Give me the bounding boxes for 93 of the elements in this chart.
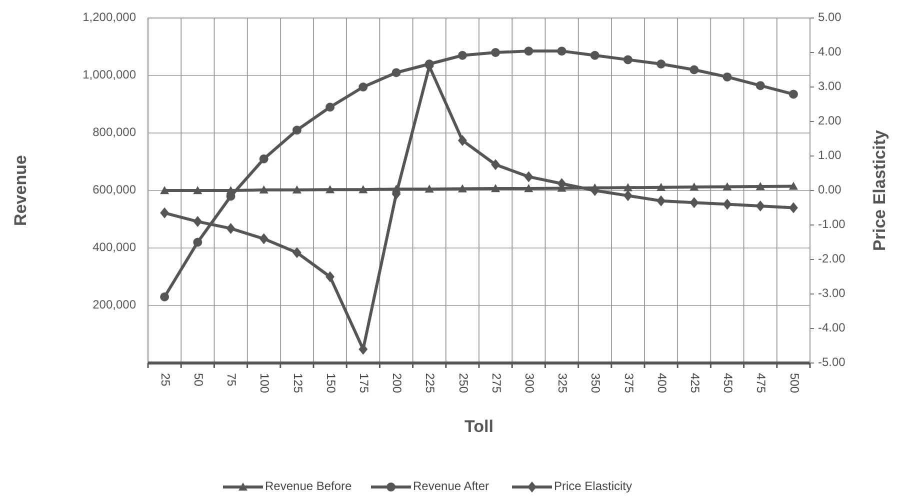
y-tick-label: 800,000 [92,125,136,140]
x-tick-label: 500 [787,373,802,394]
point [193,216,202,228]
legend-label: Revenue After [413,479,490,494]
x-tick-label: 50 [191,373,206,387]
x-tick-label: 425 [688,373,702,394]
x-tick-label: 125 [290,373,305,394]
point [722,198,732,210]
point [259,233,268,244]
point [292,185,302,194]
x-axis-title: Toll [464,417,494,436]
y-tick-label: 600,000 [92,182,136,197]
point [756,200,765,212]
x-tick-label: 275 [489,373,504,394]
y-axis-title: Revenue [11,155,30,226]
y-tick-label: 200,000 [92,298,136,312]
point [358,344,368,355]
y2-tick-label: -5.00 [818,355,846,370]
point [392,68,401,78]
x-tick-label: 325 [556,373,570,394]
point [788,202,798,214]
point [160,186,170,194]
x-tick-label: 375 [622,373,636,394]
point [722,72,732,82]
x-tick-label: 25 [158,373,172,387]
point [623,183,632,192]
point [193,186,202,194]
x-tick-label: 200 [390,373,404,394]
point [524,171,534,182]
x-tick-label: 450 [721,373,736,394]
y2-tick-label: -3.00 [818,286,846,300]
point [656,195,666,206]
y-tick-label: 400,000 [92,240,136,254]
x-tick-label: 100 [258,373,272,394]
x-tick-label: 400 [654,373,669,394]
x-tick-label: 350 [588,373,603,394]
point [690,182,699,191]
point [326,185,335,194]
point [590,50,600,60]
y2-tick-label: 4.00 [818,44,842,59]
x-tick-label: 475 [754,373,768,394]
point [292,126,302,135]
y2-tick-label: 0.00 [818,182,842,197]
point [326,271,335,282]
y2-axis-title: Price Elasticity [870,129,889,251]
point [458,50,467,60]
y2-tick-label: -1.00 [818,217,846,232]
y2-tick-label: -4.00 [818,320,846,335]
point [226,222,236,234]
point [458,184,467,192]
y2-tick-label: 3.00 [818,79,842,94]
point [160,292,170,302]
point [292,247,302,258]
point [491,159,500,170]
point [756,182,765,190]
point [788,90,798,99]
point [656,60,666,68]
point [623,55,632,64]
point [690,65,699,74]
point [326,102,335,112]
x-tick-label: 175 [356,373,371,394]
point [358,82,368,92]
point [160,207,170,218]
point [656,182,666,191]
x-tick-label: 225 [423,373,438,394]
x-tick-label: 150 [324,373,338,394]
y-tick-label: 1,000,000 [82,68,136,82]
point [259,154,268,164]
point [358,185,368,194]
point [524,184,534,192]
point [491,184,500,192]
legend-label: Revenue Before [265,479,352,494]
y2-tick-label: 1.00 [818,148,842,162]
point [259,185,268,194]
point [722,182,732,190]
x-tick-label: 300 [522,373,536,394]
y-tick-label: 1,200,000 [82,10,136,24]
x-tick-label: 75 [224,373,239,387]
y2-tick-label: 2.00 [818,114,842,128]
point [623,190,632,202]
x-tick-label: 250 [456,373,470,394]
point [756,81,765,90]
point [557,46,566,56]
y2-tick-label: 5.00 [818,10,842,24]
point [524,46,534,56]
point [193,238,202,247]
point [424,184,434,193]
point [690,197,699,208]
legend-label: Price Elasticity [554,479,632,494]
point [491,48,500,57]
y2-tick-label: -2.00 [818,252,846,266]
point [788,182,798,190]
point [458,134,467,146]
